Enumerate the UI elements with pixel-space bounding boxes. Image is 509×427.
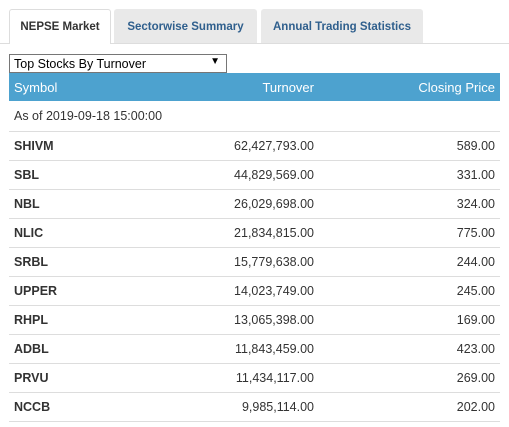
cell-closing-price: 169.00 bbox=[456, 313, 495, 327]
table-row: NBL 26,029,698.00 324.00 bbox=[9, 190, 500, 219]
table-row: UPPER 14,023,749.00 245.00 bbox=[9, 277, 500, 306]
cell-turnover: 9,985,114.00 bbox=[241, 400, 314, 414]
cell-turnover: 15,779,638.00 bbox=[234, 255, 314, 269]
cell-symbol: PRVU bbox=[14, 371, 49, 385]
table-body: SHIVM 62,427,793.00 589.00 SBL 44,829,569.00… bbox=[9, 132, 500, 422]
cell-closing-price: 775.00 bbox=[456, 226, 495, 240]
header-turnover: Turnover bbox=[262, 79, 314, 95]
cell-closing-price: 331.00 bbox=[456, 168, 495, 182]
tab-annual-trading-statistics[interactable]: Annual Trading Statistics bbox=[261, 9, 423, 44]
table-row: RHPL 13,065,398.00 169.00 bbox=[9, 306, 500, 335]
cell-symbol: NBL bbox=[14, 197, 40, 211]
cell-turnover: 44,829,569.00 bbox=[234, 168, 314, 182]
cell-closing-price: 245.00 bbox=[456, 284, 495, 298]
cell-turnover: 13,065,398.00 bbox=[234, 313, 314, 327]
cell-closing-price: 324.00 bbox=[456, 197, 495, 211]
cell-closing-price: 244.00 bbox=[456, 255, 495, 269]
cell-turnover: 14,023,749.00 bbox=[234, 284, 314, 298]
table-row: NLIC 21,834,815.00 775.00 bbox=[9, 219, 500, 248]
cell-symbol: UPPER bbox=[14, 284, 58, 298]
table-row: SHIVM 62,427,793.00 589.00 bbox=[9, 132, 500, 161]
top-stocks-select[interactable]: Top Stocks By Turnover ▼ bbox=[9, 54, 227, 73]
header-closing-price: Closing Price bbox=[418, 79, 495, 95]
cell-symbol: NLIC bbox=[14, 226, 44, 240]
table-row: NCCB 9,985,114.00 202.00 bbox=[9, 393, 500, 422]
cell-turnover: 26,029,698.00 bbox=[234, 197, 314, 211]
table-header: Symbol Turnover Closing Price bbox=[9, 73, 500, 101]
header-symbol: Symbol bbox=[14, 79, 58, 95]
table-row: PRVU 11,434,117.00 269.00 bbox=[9, 364, 500, 393]
cell-turnover: 62,427,793.00 bbox=[234, 139, 314, 153]
cell-turnover: 11,843,459.00 bbox=[234, 342, 314, 356]
tab-nepse-market[interactable]: NEPSE Market bbox=[9, 9, 111, 44]
select-value: Top Stocks By Turnover bbox=[14, 56, 147, 71]
cell-symbol: NCCB bbox=[14, 400, 51, 414]
cell-closing-price: 589.00 bbox=[456, 139, 495, 153]
table-row: SBL 44,829,569.00 331.00 bbox=[9, 161, 500, 190]
cell-closing-price: 423.00 bbox=[456, 342, 495, 356]
dropdown-arrow-icon: ▼ bbox=[210, 56, 220, 67]
cell-symbol: SRBL bbox=[14, 255, 49, 269]
stocks-table: Symbol Turnover Closing Price As of 2019… bbox=[9, 73, 500, 422]
cell-turnover: 21,834,815.00 bbox=[234, 226, 314, 240]
cell-symbol: SBL bbox=[14, 168, 39, 182]
cell-symbol: ADBL bbox=[14, 342, 49, 356]
table-row: ADBL 11,843,459.00 423.00 bbox=[9, 335, 500, 364]
tab-bar: NEPSE Market Sectorwise Summary Annual T… bbox=[0, 0, 509, 45]
table-row: SRBL 15,779,638.00 244.00 bbox=[9, 248, 500, 277]
cell-symbol: RHPL bbox=[14, 313, 49, 327]
cell-closing-price: 202.00 bbox=[456, 400, 495, 414]
tab-divider bbox=[0, 43, 509, 44]
tab-sectorwise-summary[interactable]: Sectorwise Summary bbox=[114, 9, 257, 44]
cell-symbol: SHIVM bbox=[14, 139, 54, 153]
cell-turnover: 11,434,117.00 bbox=[235, 371, 314, 385]
as-of-timestamp: As of 2019-09-18 15:00:00 bbox=[9, 101, 500, 132]
cell-closing-price: 269.00 bbox=[456, 371, 495, 385]
